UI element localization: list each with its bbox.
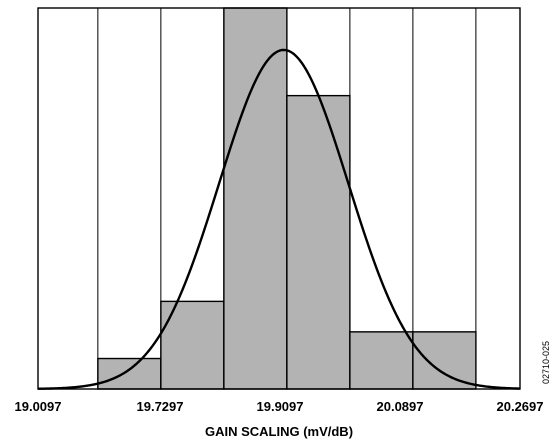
x-axis-title: GAIN SCALING (mV/dB) [205,424,353,439]
histogram-bar-1 [97,357,162,390]
normal-fit-curve [37,48,521,390]
histogram-bar-5 [349,331,414,390]
x-tick-label-1: 19.7297 [137,399,184,414]
plot-frame [37,7,521,390]
x-tick-label-2: 19.9097 [257,399,304,414]
histogram-bar-3 [223,7,288,390]
x-tick-label-0: 19.0097 [15,399,62,414]
histogram-bar-4 [286,94,351,390]
x-tick-label-3: 20.0897 [377,399,424,414]
histogram-bars [97,7,477,390]
x-tick-label-4: 20.2697 [497,399,544,414]
histogram-bar-6 [412,331,477,390]
figure-id-label: 02710-025 [541,341,551,384]
x-tick-labels: 19.0097 19.7297 19.9097 20.0897 20.2697 [15,399,544,414]
